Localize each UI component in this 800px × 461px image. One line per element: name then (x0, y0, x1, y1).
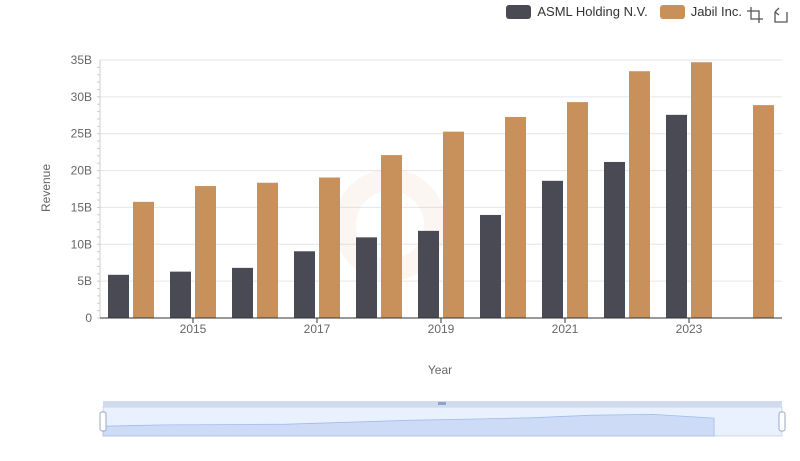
y-tick-label: 25B (71, 127, 92, 141)
bar-asml-2019[interactable] (418, 230, 439, 318)
zoom-icon[interactable] (746, 6, 764, 24)
y-tick-label: 10B (71, 237, 92, 251)
restore-icon[interactable] (772, 6, 790, 24)
datazoom-slider[interactable] (99, 401, 786, 437)
legend-swatch-asml (506, 4, 532, 19)
slider-handle-left[interactable] (99, 411, 107, 432)
y-tick-label: 35B (71, 53, 92, 67)
legend: ASML Holding N.V. Jabil Inc. (506, 4, 742, 19)
bar-asml-2016[interactable] (232, 267, 253, 318)
legend-item-asml[interactable]: ASML Holding N.V. (506, 4, 648, 19)
bar-asml-2015[interactable] (170, 271, 191, 318)
chart-toolbar (746, 6, 790, 24)
y-axis-title: Revenue (39, 164, 53, 212)
bar-jabil-2014[interactable] (133, 201, 154, 318)
x-tick-label: 2019 (428, 322, 455, 336)
bar-asml-2014[interactable] (108, 274, 129, 318)
bar-jabil-2020[interactable] (505, 116, 526, 318)
x-axis-title: Year (428, 363, 452, 377)
y-tick-labels: 0 5B 10B 15B 20B 25B 30B 35B (71, 53, 93, 325)
bar-jabil-2022[interactable] (629, 71, 650, 318)
slider-handle-right[interactable] (778, 411, 786, 432)
bar-jabil-2024[interactable] (753, 105, 774, 318)
bars-group (108, 62, 774, 319)
y-tick-label: 0 (85, 311, 92, 325)
bar-asml-2021[interactable] (542, 180, 563, 318)
bar-jabil-2018[interactable] (381, 155, 402, 318)
slider-selection[interactable] (103, 407, 782, 436)
y-tick-label: 30B (71, 90, 92, 104)
bar-asml-2023[interactable] (666, 114, 687, 318)
x-tick-label: 2015 (180, 322, 207, 336)
y-tick-label: 20B (71, 164, 92, 178)
bar-asml-2018[interactable] (356, 237, 377, 318)
bar-jabil-2019[interactable] (443, 131, 464, 318)
bar-jabil-2021[interactable] (567, 102, 588, 319)
slider-preview-area (102, 413, 715, 437)
y-tick-label: 15B (71, 200, 92, 214)
x-tick-label: 2017 (304, 322, 331, 336)
legend-label-asml: ASML Holding N.V. (537, 4, 648, 19)
bar-asml-2017[interactable] (294, 251, 315, 318)
bar-jabil-2016[interactable] (257, 182, 278, 318)
legend-item-jabil[interactable]: Jabil Inc. (659, 4, 742, 19)
x-tick-label: 2021 (552, 322, 579, 336)
x-tick-label: 2023 (676, 322, 703, 336)
bar-jabil-2017[interactable] (319, 177, 340, 318)
legend-swatch-jabil (659, 4, 685, 19)
slider-drag-grip[interactable] (438, 402, 446, 405)
legend-label-jabil: Jabil Inc. (690, 4, 742, 19)
bar-asml-2020[interactable] (480, 214, 501, 318)
bar-jabil-2023[interactable] (691, 62, 712, 319)
y-tick-label: 5B (77, 274, 92, 288)
x-tick-labels: 2015 2017 2019 2021 2023 (180, 318, 703, 336)
bar-jabil-2015[interactable] (195, 186, 216, 318)
bar-asml-2022[interactable] (604, 161, 625, 318)
